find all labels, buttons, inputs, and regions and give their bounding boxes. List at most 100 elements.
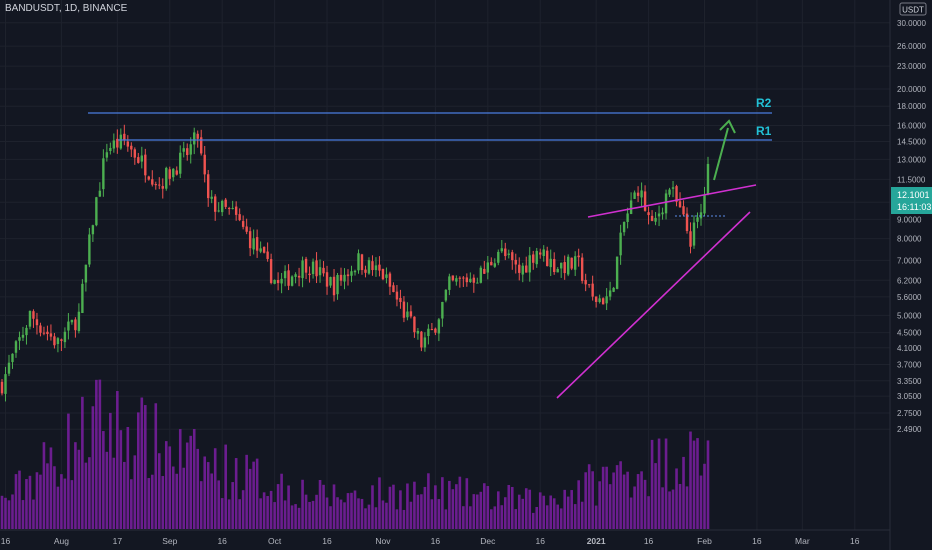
triangle-lower-trendline[interactable] (556, 211, 751, 399)
candle-body (276, 280, 280, 284)
volume-bar (615, 465, 619, 529)
candle-body (175, 170, 178, 175)
volume-bar (664, 438, 668, 529)
candle-body (193, 132, 196, 145)
candle-body (360, 254, 364, 271)
candle-body (91, 225, 95, 235)
volume-bar (427, 473, 430, 529)
triangle-upper-trendline[interactable] (587, 184, 757, 218)
candle-body (553, 259, 556, 273)
volume-bar (493, 506, 497, 529)
candle-body (661, 212, 664, 215)
volume-bar (248, 468, 252, 529)
volume-bar (476, 494, 479, 529)
candle-body (224, 199, 227, 207)
time-tick-label: 16 (752, 536, 762, 546)
current-price-value: 12.1001 (897, 190, 930, 200)
candle-body (395, 291, 399, 300)
volume-bar (608, 484, 612, 529)
candle-body (140, 155, 143, 162)
candle-body (462, 277, 465, 279)
candle-body (591, 283, 594, 297)
time-tick-label: Sep (162, 536, 177, 546)
volume-bar (507, 484, 511, 529)
candle-body (109, 147, 112, 151)
volume-bar (329, 506, 332, 529)
volume-bar (266, 496, 269, 529)
candle-body (245, 226, 248, 232)
volume-bar (42, 442, 46, 529)
volume-bar (423, 486, 427, 529)
candle-body (696, 217, 699, 222)
volume-bar (619, 461, 622, 529)
volume-bar (643, 479, 647, 529)
volume-bar (406, 483, 409, 529)
candle-body (4, 374, 7, 394)
volume-bar (420, 494, 423, 529)
time-tick-label: 16 (850, 536, 860, 546)
candle-body (203, 154, 206, 175)
volume-bar (224, 444, 227, 529)
volume-bar (252, 461, 255, 529)
candle-body (465, 277, 469, 283)
volume-bar (371, 485, 374, 529)
candle-body (269, 259, 273, 283)
candle-body (458, 277, 462, 279)
price-axis[interactable]: 30.0000 26.0000 23.0000 20.0000 18.0000 16.00… (889, 0, 926, 550)
candle-body (273, 279, 276, 284)
candle-body (332, 276, 336, 296)
volume-bar (563, 489, 566, 529)
price-tick-label: 18.0000 (897, 102, 926, 111)
volume-bar (395, 509, 399, 529)
drawings[interactable]: R2 R1 (88, 96, 772, 399)
volume-bar (21, 500, 25, 529)
candle-body (0, 381, 4, 394)
candle-body (430, 329, 434, 331)
volume-bar (311, 500, 315, 529)
breakout-arrow[interactable] (713, 127, 729, 181)
candle-body (490, 261, 493, 266)
volume-bar (647, 496, 650, 529)
candle-body (532, 254, 535, 263)
volume-bar (556, 504, 560, 529)
volume-bar (227, 499, 231, 529)
volume-bar (357, 498, 360, 529)
candle-body (668, 189, 671, 195)
price-tick-label: 3.0500 (897, 392, 922, 401)
volume-bar (164, 441, 168, 529)
candle-body (420, 331, 423, 348)
volume-bar (119, 430, 123, 529)
candle-body (322, 267, 325, 274)
volume-bar (154, 403, 158, 529)
volume-bar (294, 504, 297, 529)
candle-body (664, 193, 668, 214)
candle-body (315, 260, 318, 277)
volume-bar (675, 468, 678, 529)
candle-body (67, 321, 70, 331)
candle-body (539, 252, 542, 255)
volume-bar (98, 379, 102, 529)
volume-bar (157, 453, 161, 529)
candle-body (227, 207, 231, 209)
volume-bar (668, 491, 671, 529)
volume-bar (116, 391, 119, 529)
volume-bar (343, 502, 346, 529)
candle-body (566, 256, 570, 275)
candle-body (626, 213, 629, 222)
volume-bar (392, 484, 395, 529)
candle-body (238, 214, 241, 221)
volume-bar (147, 478, 151, 529)
candle-body (210, 196, 213, 199)
candle-body (437, 319, 441, 334)
candle-body (448, 276, 451, 290)
r2-label: R2 (756, 96, 772, 110)
candle-body (63, 331, 67, 343)
candle-body (77, 311, 81, 332)
volume-bar (545, 505, 549, 529)
volume-bar (234, 458, 238, 529)
volume-bar (11, 494, 14, 529)
candle-body (105, 152, 109, 158)
candle-body (343, 274, 346, 282)
time-axis[interactable]: 16 Aug 17 Sep 16 Oct 16 Nov 16 Dec 16 2021 16 Feb 16 Ma… (0, 529, 890, 546)
